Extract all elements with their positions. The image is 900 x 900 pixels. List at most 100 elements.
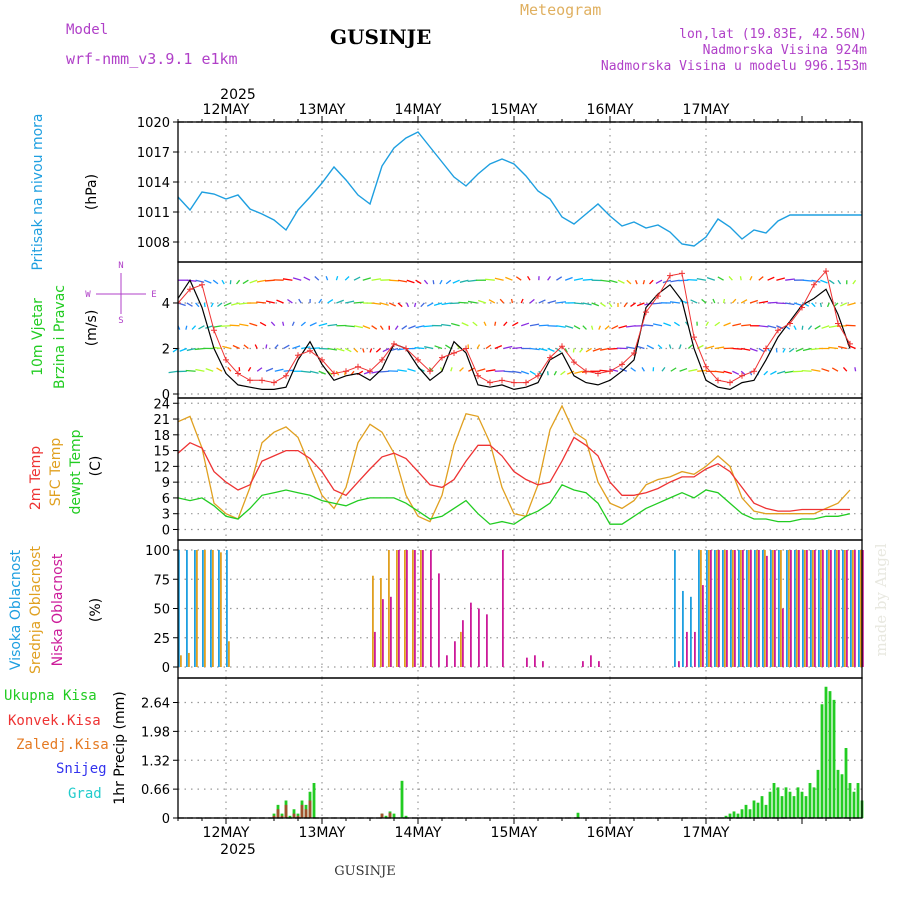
wind-gust-marker	[439, 354, 445, 361]
temp-ytick-label: 15	[153, 445, 170, 460]
wind-arrow	[353, 276, 361, 281]
wind-arrow	[520, 298, 524, 304]
cloud-high-bar	[698, 550, 700, 667]
cloud-low-bar	[478, 608, 480, 667]
precip-total-bar	[804, 796, 808, 818]
wind-ytick-label: 4	[162, 297, 170, 312]
cloud-high-bar	[842, 550, 844, 667]
wind-arrow	[229, 324, 240, 327]
cloud-mid-bar	[404, 550, 406, 667]
precip-label-hail: Grad	[68, 786, 102, 802]
wind-arrow	[325, 276, 329, 281]
precip-total-bar	[856, 783, 860, 818]
wind-arrow	[811, 302, 816, 308]
wind-arrow	[505, 276, 513, 281]
wind-arrow	[249, 322, 258, 327]
wind-gust-marker	[727, 379, 733, 386]
wind-arrow	[529, 323, 540, 327]
wind-arrow	[394, 325, 399, 330]
cloud-high-bar	[722, 550, 724, 667]
wind-arrow	[327, 323, 338, 327]
precip-ytick-label: 1.32	[141, 754, 170, 769]
meteogram-title: Meteogram	[520, 1, 601, 19]
cloud-low-bar	[462, 620, 464, 667]
wind-arrow	[636, 302, 645, 307]
cloud-low-bar	[814, 550, 816, 667]
wind-arrow	[441, 302, 451, 306]
cloud-low-bar	[750, 550, 752, 667]
wind-arrow	[283, 344, 290, 350]
wind-arrow	[179, 347, 188, 352]
wind-arrow	[220, 325, 231, 327]
wind-arrow	[309, 347, 320, 350]
precip-conv-bar	[284, 804, 288, 818]
cloud-mid-bar	[724, 550, 726, 667]
precip-total-bar	[776, 787, 780, 818]
wind-gust-marker	[595, 370, 601, 377]
wind-arrow	[327, 299, 334, 304]
wind-arrow	[820, 279, 828, 284]
wind-gust-marker	[583, 368, 589, 375]
wind-arrow	[478, 299, 487, 304]
wind-arrow	[223, 302, 232, 307]
wind-arrow	[433, 302, 443, 307]
precip-total-bar	[812, 787, 816, 818]
wind-arrow	[186, 347, 196, 352]
wind-arrow	[298, 298, 302, 304]
wind-arrow	[318, 322, 328, 327]
wind-arrow	[512, 370, 522, 374]
precip-conv-bar	[272, 815, 276, 818]
bottom-day-label: 13MAY	[299, 825, 346, 841]
wind-arrow	[678, 344, 682, 349]
precip-total-bar	[844, 748, 848, 818]
wind-gust-marker	[535, 372, 541, 379]
wind-arrow	[655, 279, 663, 284]
cloud-high-bar	[826, 550, 828, 667]
wind-arrow	[397, 369, 407, 372]
wind-arrow	[556, 347, 562, 353]
wind-arrow	[749, 347, 758, 352]
wind-arrow	[630, 367, 636, 372]
cloud-low-bar	[526, 657, 528, 667]
wind-arrow	[503, 321, 508, 327]
wind-arrow	[221, 279, 225, 285]
cloud-low-bar	[846, 550, 848, 667]
wind-gust-marker	[295, 352, 301, 359]
cloud-low-bar	[822, 550, 824, 667]
wind-gust-marker	[475, 372, 481, 379]
wind-arrow	[414, 347, 425, 350]
wind-arrow	[515, 276, 522, 281]
wind-arrow	[459, 367, 464, 372]
temp-ytick-label: 3	[162, 508, 170, 523]
wind-gust-marker	[739, 372, 745, 379]
pressure-ytick-label: 1017	[137, 146, 170, 161]
cloud-high-bar	[786, 550, 788, 667]
wind-gust-marker	[847, 340, 853, 347]
wind-arrow	[371, 302, 382, 305]
cloud-ytick-label: 75	[153, 573, 170, 588]
model-elevation-label: Nadmorska Visina u modelu 996.153m	[601, 59, 867, 74]
precip-total-bar	[724, 815, 728, 818]
precip-total-bar	[756, 802, 760, 818]
cloud-high-bar	[818, 550, 820, 667]
cloud-low-bar	[422, 550, 424, 667]
wind-arrow	[503, 370, 514, 373]
cloud-mid-bar	[804, 550, 806, 667]
wind-arrow	[785, 278, 795, 281]
cloud-low-bar	[470, 602, 472, 667]
wind-arrow	[186, 279, 197, 282]
wind-arrow	[741, 324, 751, 327]
cloud-high-bar	[754, 550, 756, 667]
wind-arrow	[256, 301, 267, 304]
wind-arrow	[362, 325, 371, 330]
wind-arrow	[415, 279, 422, 285]
precip-total-bar	[788, 791, 792, 818]
wind-arrow	[468, 367, 475, 372]
top-day-label: 16MAY	[587, 102, 634, 118]
wind-arrow	[195, 279, 205, 283]
wind-arrow	[793, 325, 797, 330]
wind-arrow	[217, 302, 223, 308]
wind-arrow	[776, 277, 785, 281]
precip-total-bar	[740, 809, 744, 818]
elevation-label: Nadmorska Visina 924m	[703, 43, 868, 58]
